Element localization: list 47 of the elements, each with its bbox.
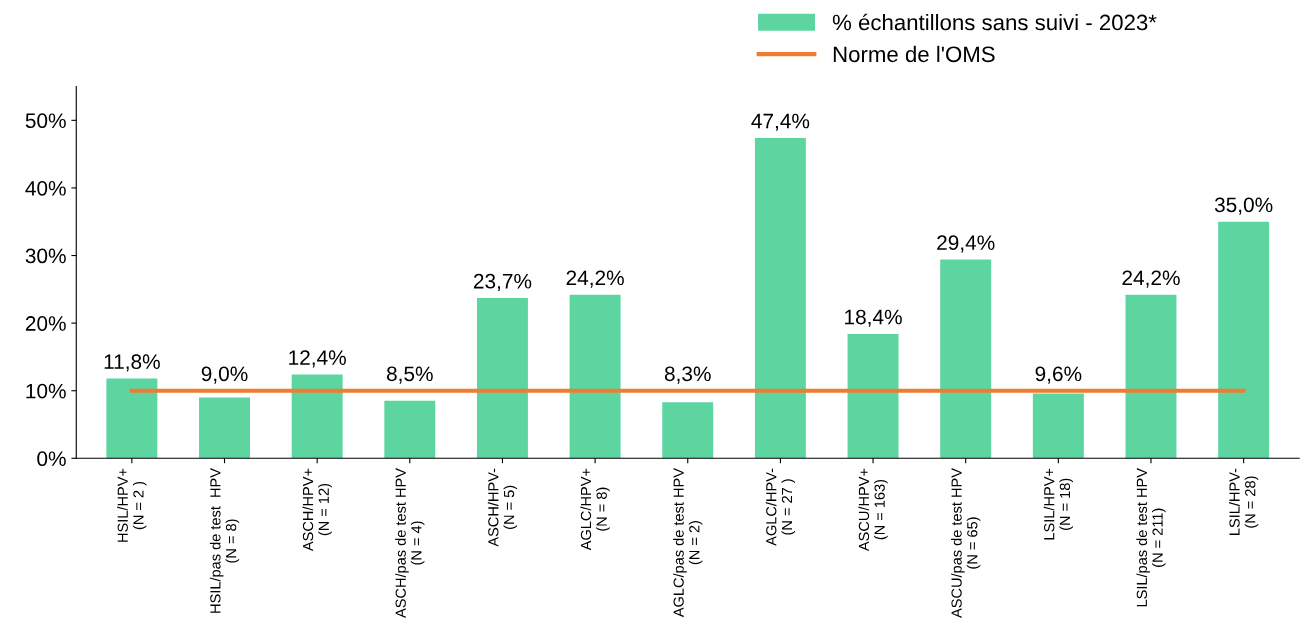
bar — [754, 137, 806, 459]
y-tick-label: 40% — [25, 180, 66, 196]
x-tick-label: ASCU/HPV+ (N = 163) — [858, 468, 888, 552]
y-tick-label: 20% — [25, 316, 66, 331]
legend-label: % échantillons sans suivi - 2023* — [832, 13, 1157, 31]
y-tick-label: 50% — [25, 113, 66, 129]
data-label: 29,4% — [937, 235, 995, 253]
bar — [106, 378, 158, 459]
x-tick-label: ASCU/pas de test HPV (N = 65) — [951, 468, 981, 618]
data-label: 9,0% — [201, 366, 248, 384]
bar — [569, 294, 621, 459]
x-tick-label: ASCH/pas de test HPV (N = 4) — [395, 468, 425, 618]
x-tick-label: AGLC/pas de test HPV (N = 2) — [673, 468, 703, 618]
bar — [1218, 221, 1270, 459]
legend-label: Norme de l'OMS — [833, 45, 995, 63]
x-tick-label: HSIL/HPV+ (N = 2 ) — [117, 468, 147, 542]
data-label: 12,4% — [289, 350, 346, 368]
y-tick-label: 0% — [37, 451, 66, 467]
bar — [662, 402, 714, 459]
bar — [384, 400, 436, 459]
data-label: 24,2% — [1122, 270, 1180, 288]
x-tick-label: ASCH/HPV+ (N = 12) — [302, 468, 332, 552]
data-label: 35,0% — [1214, 197, 1273, 215]
data-label: 24,2% — [566, 270, 624, 288]
x-tick-label: LSIL/HPV+ (N = 18) — [1043, 468, 1073, 540]
x-tick-label: ASCH/HPV- (N = 5) — [487, 468, 518, 547]
bar — [940, 259, 992, 459]
data-label: 11,8% — [104, 354, 160, 372]
bar — [1125, 294, 1177, 459]
data-label: 8,3% — [664, 366, 711, 384]
bar — [199, 397, 250, 459]
bar — [291, 374, 343, 459]
y-tick-label: 30% — [25, 248, 66, 264]
x-tick-label: HSIL/pas de test HPV (N = 8) — [209, 468, 240, 613]
x-tick-label: LSIL/pas de test HPV (N = 211) — [1136, 468, 1166, 607]
x-tick-label: AGLC/HPV- (N = 27 ) — [765, 468, 796, 546]
data-label: 9,6% — [1035, 366, 1082, 384]
data-label: 23,7% — [473, 273, 532, 292]
bar — [847, 333, 899, 459]
x-tick-label: AGLC/HPV+ (N = 8) — [580, 468, 610, 551]
data-label: 47,4% — [751, 113, 810, 131]
x-tick-label: LSIL/HPV- (N = 28) — [1228, 468, 1259, 535]
bar — [476, 298, 528, 459]
data-label: 18,4% — [845, 309, 902, 327]
data-label: 8,5% — [386, 366, 433, 384]
bar — [1032, 393, 1084, 459]
y-tick-label: 10% — [26, 383, 66, 399]
